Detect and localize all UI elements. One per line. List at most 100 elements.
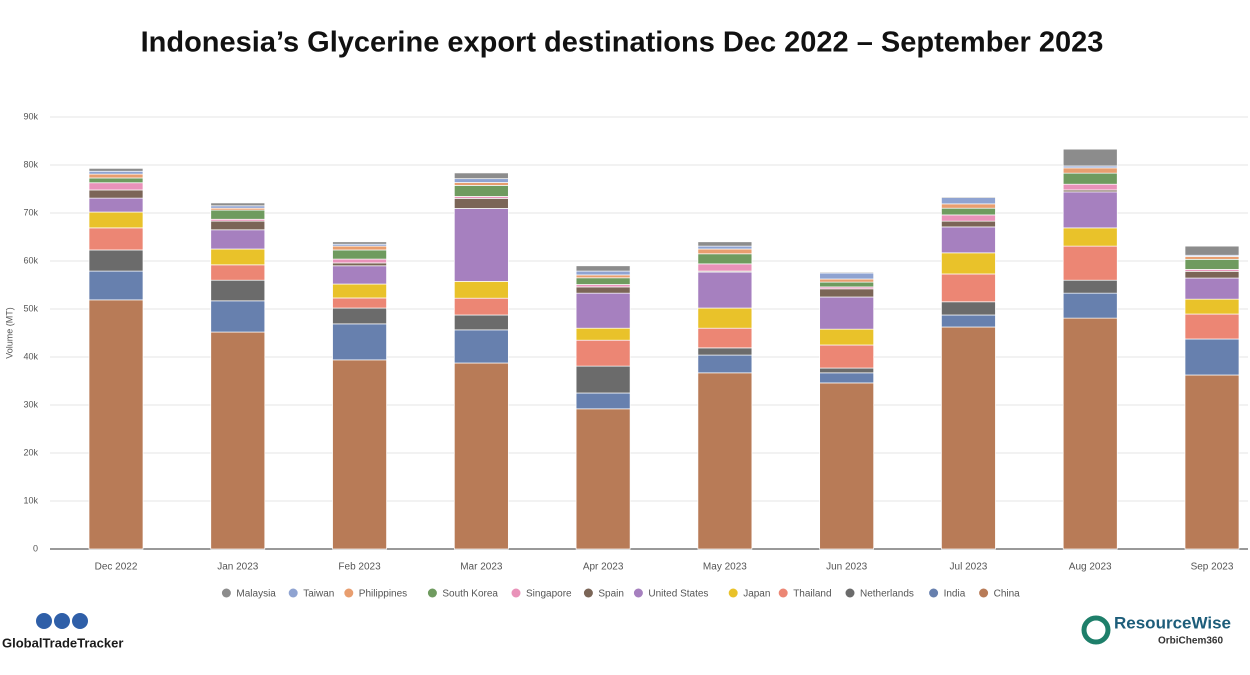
bar-segment bbox=[453, 208, 509, 282]
legend-marker bbox=[511, 588, 521, 598]
bar-segment bbox=[1062, 191, 1118, 229]
bar-segment bbox=[697, 271, 753, 309]
bar-segment bbox=[941, 273, 996, 303]
bar-segment bbox=[697, 354, 753, 374]
legend-label: Singapore bbox=[526, 589, 572, 600]
legend-marker bbox=[288, 588, 298, 598]
bar-segment bbox=[88, 227, 144, 251]
logo-mark bbox=[1081, 615, 1111, 645]
bar-segment bbox=[332, 245, 387, 251]
bar-segment bbox=[819, 344, 875, 369]
bar-segment bbox=[453, 281, 509, 299]
bar-segment bbox=[941, 207, 996, 216]
bar-segment bbox=[453, 362, 509, 550]
y-tick-label: 60k bbox=[23, 255, 38, 265]
legend-label: Netherlands bbox=[860, 589, 914, 600]
bar-segment bbox=[941, 197, 996, 205]
bar-segment bbox=[88, 168, 144, 172]
bar-segment bbox=[941, 314, 996, 328]
y-tick-label: 70k bbox=[23, 207, 38, 217]
bar-segment bbox=[210, 202, 266, 207]
bar-segment bbox=[819, 281, 875, 288]
legend-label: Malaysia bbox=[236, 589, 276, 600]
x-tick-label: Mar 2023 bbox=[460, 562, 503, 573]
legend-label: China bbox=[994, 589, 1021, 600]
bar-segment bbox=[575, 284, 631, 288]
bar-segment bbox=[941, 203, 996, 209]
bar-segment bbox=[1184, 298, 1240, 315]
bar-segment bbox=[819, 367, 875, 374]
bar-segment bbox=[697, 253, 753, 265]
y-tick-label: 40k bbox=[23, 351, 38, 361]
bar-segment bbox=[88, 299, 144, 550]
bar-segment bbox=[941, 301, 996, 316]
y-tick-label: 90k bbox=[23, 111, 38, 121]
legend-marker bbox=[427, 588, 437, 598]
bar-segment bbox=[332, 359, 387, 550]
bar-segment bbox=[1184, 313, 1240, 340]
bar-segment bbox=[697, 263, 753, 272]
bar-segment bbox=[332, 249, 387, 260]
bar-segment bbox=[88, 211, 144, 229]
bar-segment bbox=[88, 170, 144, 175]
bar-segment bbox=[575, 327, 631, 341]
x-tick-label: Jan 2023 bbox=[217, 562, 259, 573]
x-tick-label: Dec 2022 bbox=[95, 562, 138, 573]
bar-segment bbox=[453, 329, 509, 364]
legend-label: India bbox=[944, 589, 966, 600]
bar-segment bbox=[332, 265, 387, 285]
bar-segment bbox=[453, 178, 509, 183]
chart-title: Indonesia’s Glycerine export destination… bbox=[141, 27, 1104, 59]
x-tick-label: Jul 2023 bbox=[950, 562, 988, 573]
legend-marker bbox=[221, 588, 231, 598]
legend-label: United States bbox=[648, 589, 708, 600]
bar-segment bbox=[697, 248, 753, 255]
bar-segment bbox=[453, 297, 509, 316]
bar-segment bbox=[1184, 270, 1240, 279]
bar-segment bbox=[332, 297, 387, 309]
bar-segment bbox=[697, 327, 753, 349]
y-axis-label: Volume (MT) bbox=[4, 307, 14, 359]
bar-segment bbox=[332, 241, 387, 245]
bar-segment bbox=[941, 252, 996, 275]
logo-globe bbox=[36, 613, 52, 629]
bar-segment bbox=[1062, 227, 1118, 247]
bar-segment bbox=[88, 197, 144, 213]
legend-marker bbox=[633, 588, 643, 598]
bar-segment bbox=[575, 408, 631, 550]
y-tick-label: 0 bbox=[33, 543, 38, 553]
legend-label: Thailand bbox=[793, 589, 831, 600]
right-logo: ResourceWise OrbiChem360 bbox=[1081, 613, 1231, 647]
y-tick-label: 50k bbox=[23, 303, 38, 313]
logo-globe bbox=[72, 613, 88, 629]
bar-segment bbox=[210, 209, 266, 220]
bar-segment bbox=[1062, 292, 1118, 319]
bar-segment bbox=[941, 196, 996, 198]
legend-marker bbox=[929, 588, 939, 598]
bar-segment bbox=[332, 307, 387, 325]
bar-segment bbox=[88, 270, 144, 301]
bar-segment bbox=[210, 248, 266, 266]
bar-segment bbox=[819, 278, 875, 283]
logo-text: GlobalTradeTracker bbox=[2, 635, 123, 650]
bar-segment bbox=[453, 198, 509, 209]
legend-label: South Korea bbox=[442, 589, 498, 600]
logo-globe bbox=[54, 613, 70, 629]
legend-label: Spain bbox=[598, 589, 624, 600]
bar-segment bbox=[1062, 317, 1118, 550]
bar-segment bbox=[575, 339, 631, 367]
bar-segment bbox=[210, 220, 266, 231]
y-tick-label: 10k bbox=[23, 495, 38, 505]
bar-segment bbox=[453, 185, 509, 197]
bar-segment bbox=[210, 264, 266, 281]
left-logo: GlobalTradeTracker bbox=[2, 613, 123, 650]
bar-segment bbox=[697, 372, 753, 550]
legend-label: Taiwan bbox=[303, 589, 334, 600]
bar-segment bbox=[575, 286, 631, 294]
bar-segment bbox=[941, 214, 996, 222]
bar-segment bbox=[819, 271, 875, 274]
bar-segment bbox=[697, 241, 753, 247]
bar-segment bbox=[697, 347, 753, 356]
bar-segment bbox=[697, 307, 753, 329]
